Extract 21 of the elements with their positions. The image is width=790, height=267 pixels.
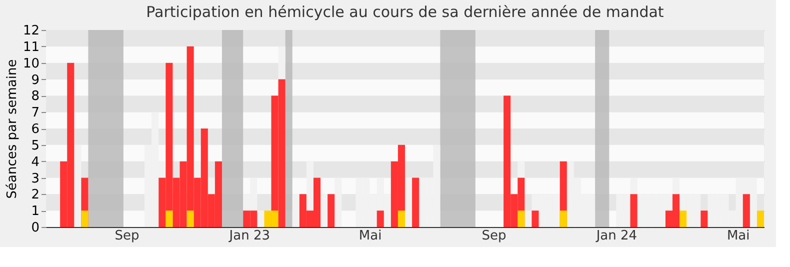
y-tick-label: 8	[31, 89, 40, 104]
y-axis-title: Séances par semaine	[4, 59, 20, 199]
x-tick-label: Mai	[358, 228, 382, 244]
y-tick-label: 3	[31, 171, 40, 186]
x-tick-label: Sep	[482, 228, 506, 244]
x-tick-label: Mai	[726, 228, 750, 244]
y-tick-label: 2	[31, 188, 40, 203]
y-tick-label: 4	[31, 154, 40, 170]
x-tick-label: Jan 23	[228, 228, 270, 244]
x-tick-label: Jan 24	[595, 228, 638, 244]
y-tick-label: 5	[31, 138, 40, 154]
y-tick-label: 12	[22, 24, 40, 38]
y-tick-label: 1	[31, 204, 40, 220]
x-tick-label: Sep	[114, 228, 140, 244]
y-tick-label: 9	[31, 72, 40, 88]
y-tick-label: 0	[31, 220, 40, 236]
y-tick-label: 6	[31, 122, 40, 137]
y-tick-label: 11	[22, 40, 40, 55]
y-tick-label: 7	[31, 106, 40, 121]
chart-title: Participation en hémicycle au cours de sa dernière année de mandat	[146, 3, 664, 21]
y-tick-label: 10	[22, 56, 40, 72]
